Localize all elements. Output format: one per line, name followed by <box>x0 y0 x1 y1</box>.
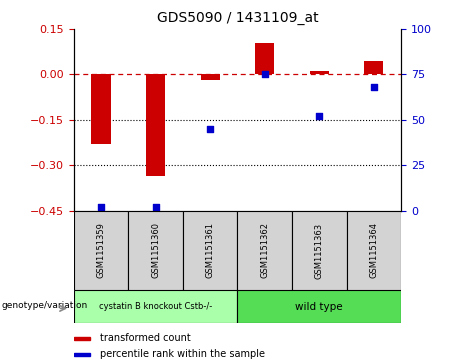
Bar <box>237 211 292 290</box>
Text: wild type: wild type <box>296 302 343 312</box>
Text: GSM1151362: GSM1151362 <box>260 223 269 278</box>
Text: GSM1151363: GSM1151363 <box>315 223 324 278</box>
Point <box>97 204 105 210</box>
Bar <box>74 338 90 340</box>
Bar <box>74 290 237 323</box>
Bar <box>201 74 220 81</box>
Point <box>152 204 159 210</box>
Text: percentile rank within the sample: percentile rank within the sample <box>100 349 265 359</box>
Bar <box>364 61 384 74</box>
Text: GSM1151361: GSM1151361 <box>206 223 215 278</box>
Text: cystatin B knockout Cstb-/-: cystatin B knockout Cstb-/- <box>99 302 212 311</box>
Text: genotype/variation: genotype/variation <box>1 301 88 310</box>
Bar <box>292 211 347 290</box>
Text: transformed count: transformed count <box>100 333 191 343</box>
Bar <box>255 43 274 74</box>
Title: GDS5090 / 1431109_at: GDS5090 / 1431109_at <box>157 11 318 25</box>
Bar <box>128 211 183 290</box>
Point <box>207 126 214 132</box>
Bar <box>310 72 329 74</box>
Text: GSM1151364: GSM1151364 <box>369 223 378 278</box>
Point <box>315 113 323 119</box>
Text: GSM1151359: GSM1151359 <box>96 223 106 278</box>
Point <box>261 72 268 77</box>
Point <box>370 84 378 90</box>
Bar <box>74 211 128 290</box>
Bar <box>74 354 90 356</box>
Text: GSM1151360: GSM1151360 <box>151 223 160 278</box>
Bar <box>347 211 401 290</box>
Bar <box>183 211 237 290</box>
Bar <box>91 74 111 144</box>
Bar <box>237 290 401 323</box>
Bar <box>146 74 165 176</box>
